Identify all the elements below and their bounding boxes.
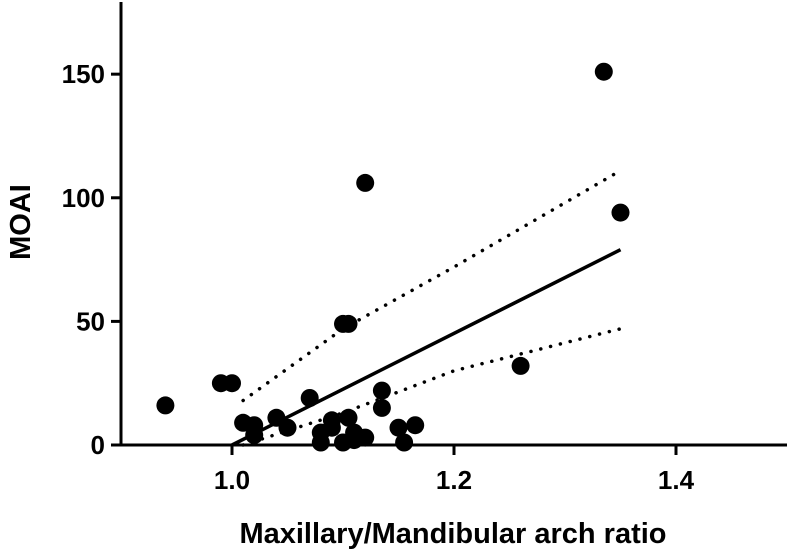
regression-line-group bbox=[231, 248, 622, 447]
plot-area: 0 50 100 150 1.0 1.2 1.4 bbox=[62, 2, 787, 495]
data-point bbox=[594, 62, 613, 81]
y-tick-label: 50 bbox=[76, 306, 105, 336]
data-point bbox=[245, 426, 264, 445]
data-point bbox=[511, 356, 530, 375]
axis-ticks: 0 50 100 150 1.0 1.2 1.4 bbox=[62, 59, 695, 495]
x-tick-label: 1.0 bbox=[214, 465, 250, 495]
y-tick-label: 0 bbox=[91, 430, 105, 460]
x-tick-label: 1.2 bbox=[436, 465, 472, 495]
data-point bbox=[406, 416, 425, 435]
data-point bbox=[356, 173, 375, 192]
x-axis-label: Maxillary/Mandibular arch ratio bbox=[239, 518, 666, 550]
y-tick-label: 150 bbox=[62, 59, 105, 89]
x-tick-label: 1.4 bbox=[658, 465, 695, 495]
data-point bbox=[339, 408, 358, 427]
regression-line bbox=[231, 248, 622, 447]
y-tick-label: 100 bbox=[62, 183, 105, 213]
data-point bbox=[322, 411, 341, 430]
data-point bbox=[278, 418, 297, 437]
data-point bbox=[611, 203, 630, 222]
confidence-band-upper bbox=[241, 168, 623, 403]
confidence-band bbox=[241, 168, 623, 447]
data-point bbox=[389, 418, 408, 437]
data-point bbox=[156, 396, 175, 415]
data-point bbox=[300, 389, 319, 407]
data-point bbox=[339, 314, 358, 333]
y-axis-label: MOAI bbox=[5, 184, 37, 260]
data-point bbox=[356, 428, 375, 447]
data-point bbox=[223, 374, 241, 393]
data-point bbox=[372, 381, 391, 400]
data-point bbox=[372, 398, 391, 417]
data-points bbox=[156, 62, 630, 452]
data-point bbox=[395, 433, 414, 452]
